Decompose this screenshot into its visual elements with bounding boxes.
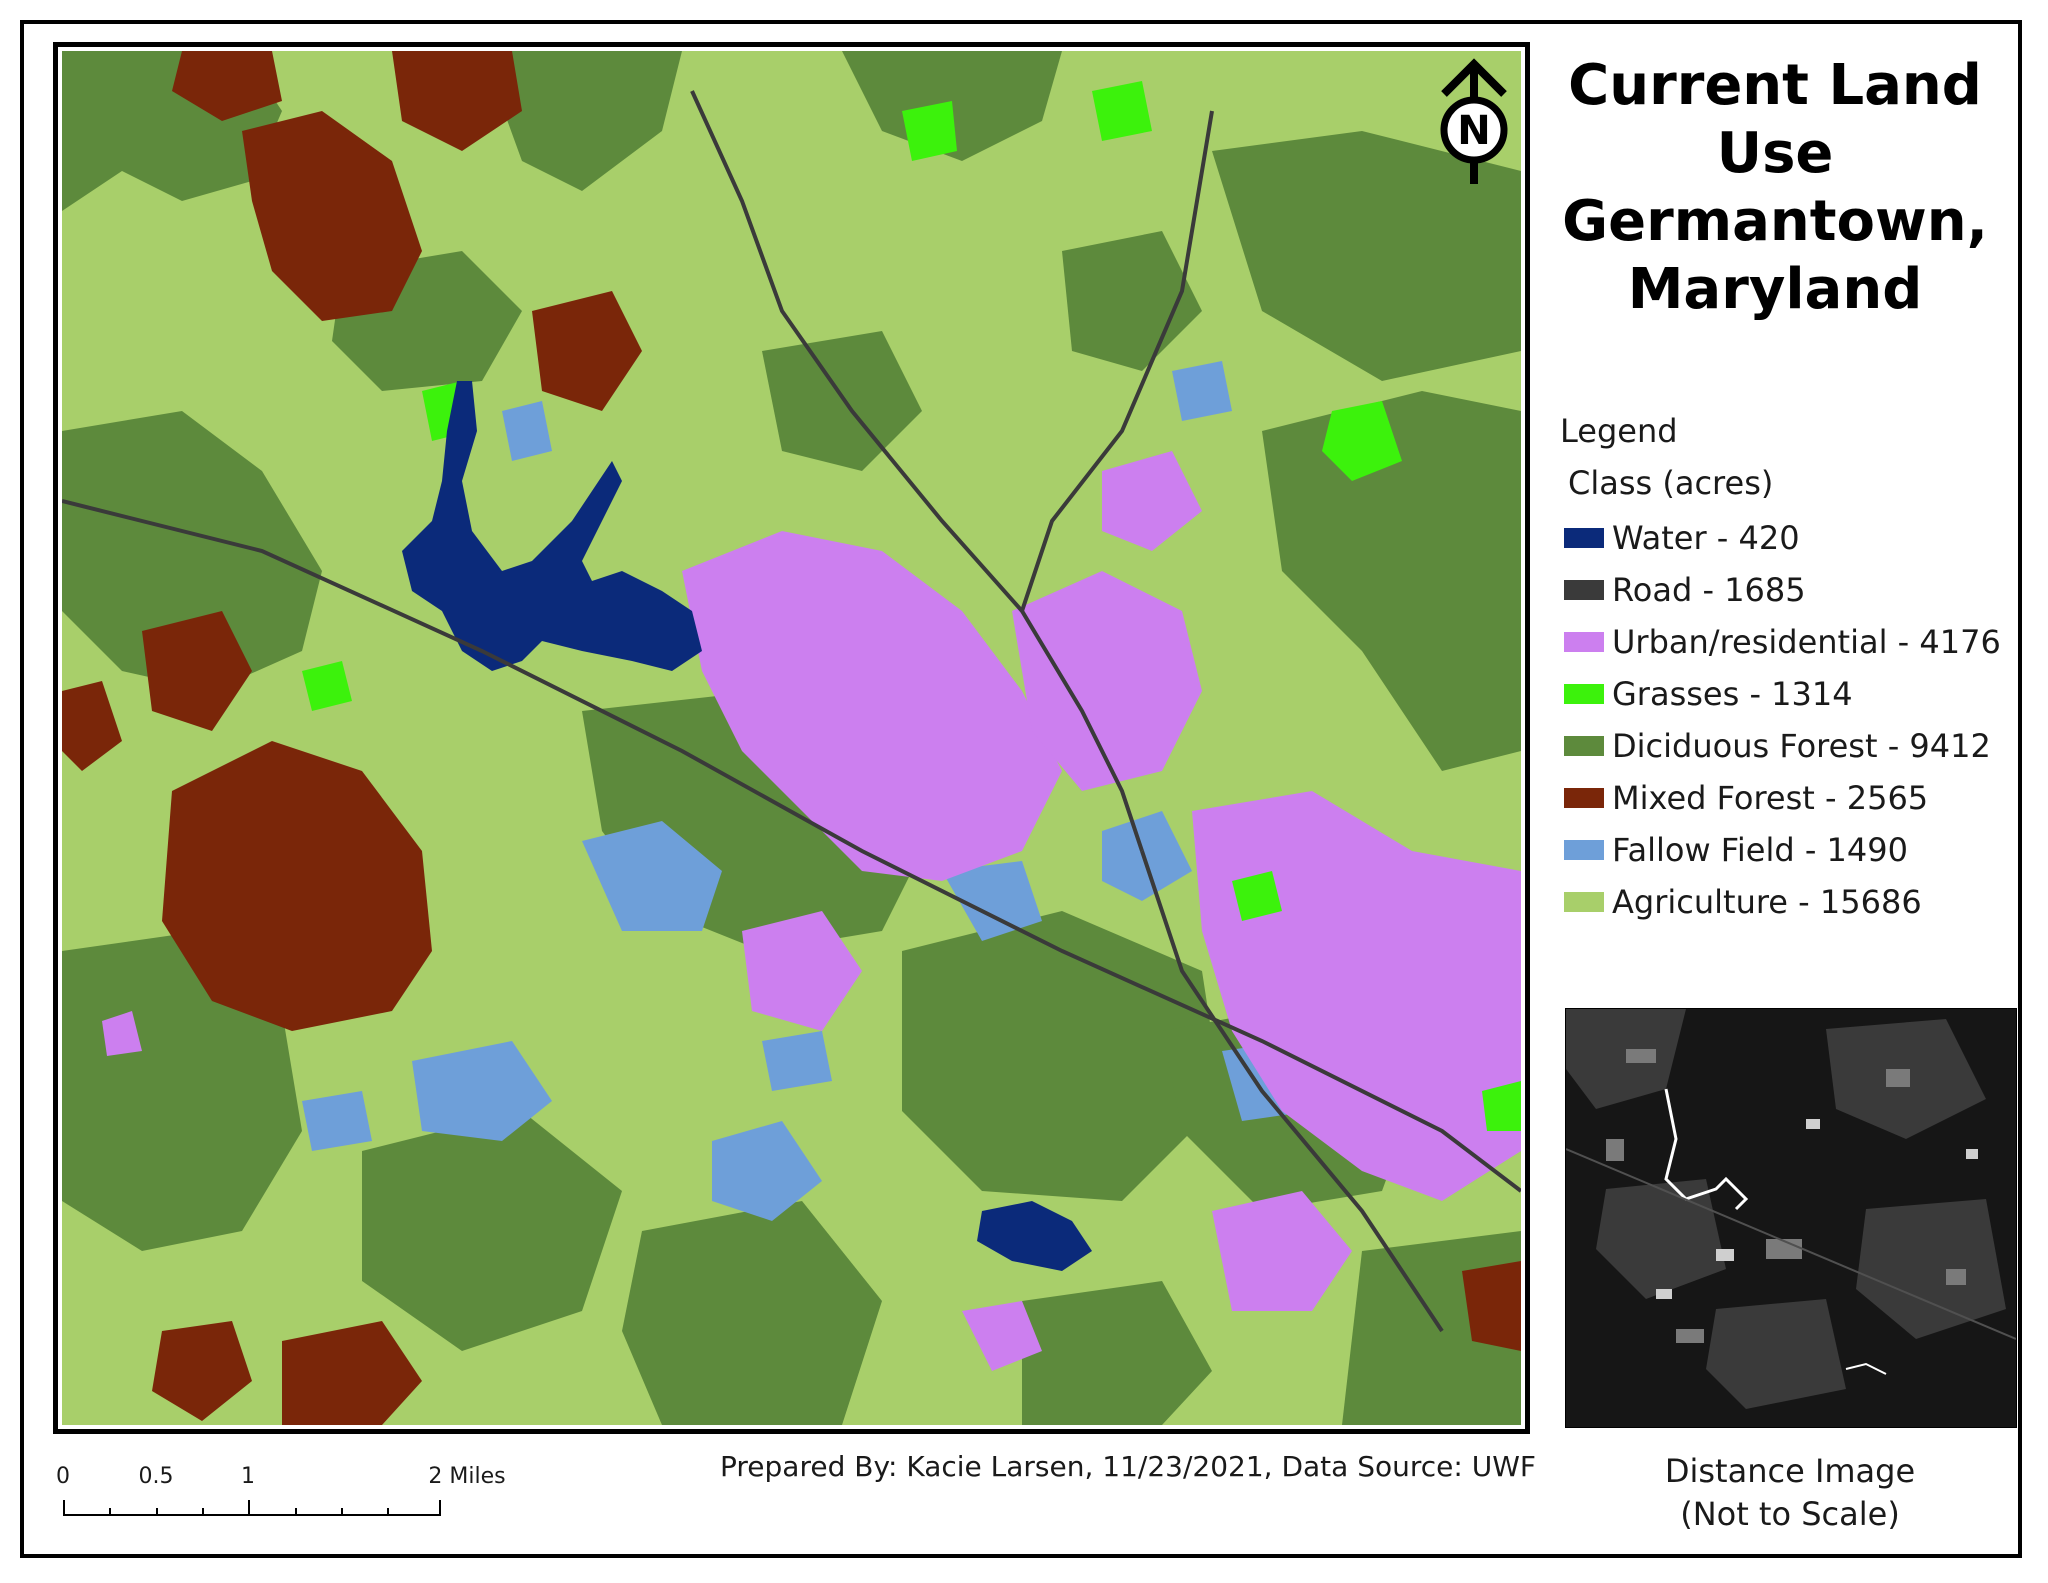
outer-frame: [20, 20, 2022, 1558]
legend-item-water: Water - 420: [1560, 512, 2020, 564]
map-frame: [53, 42, 1530, 1434]
scale-tick: [439, 1500, 441, 1516]
legend-title: Legend: [1560, 412, 1678, 450]
scale-tick: [202, 1508, 204, 1516]
scale-tick: [387, 1508, 389, 1516]
legend-swatch: [1564, 840, 1604, 860]
legend-swatch: [1564, 736, 1604, 756]
scale-tick: [248, 1500, 250, 1516]
scale-tick: [63, 1500, 65, 1516]
north-arrow-icon: N: [1440, 58, 1508, 184]
legend-subtitle: Class (acres): [1568, 464, 1774, 502]
title-line: Maryland: [1627, 257, 1923, 322]
map-water-layer: [402, 381, 1092, 1271]
inset-caption-line: Distance Image: [1664, 1452, 1916, 1490]
title-line: Current Land: [1568, 53, 1982, 118]
map-grasses-layer: [302, 81, 1521, 1131]
legend-swatch: [1564, 632, 1604, 652]
legend-swatch: [1564, 580, 1604, 600]
legend-label: Urban/residential - 4176: [1612, 623, 2001, 661]
scale-line: [63, 1514, 441, 1516]
title-line: Germantown,: [1562, 189, 1988, 254]
scale-label: 2 Miles: [428, 1464, 506, 1489]
title-line: Use: [1716, 121, 1834, 186]
scale-label: 0.5: [138, 1464, 174, 1489]
legend-item-road: Road - 1685: [1560, 564, 2020, 616]
legend-label: Grasses - 1314: [1612, 675, 1853, 713]
map-mixed-forest-layer: [62, 51, 1521, 1425]
legend-item-grasses: Grasses - 1314: [1560, 668, 2020, 720]
legend-swatch: [1564, 892, 1604, 912]
north-arrow-letter: N: [1457, 108, 1490, 154]
legend-item-mixed-forest: Mixed Forest - 2565: [1560, 772, 2020, 824]
distance-image-inset: [1565, 1008, 2017, 1428]
legend-label: Diciduous Forest - 9412: [1612, 727, 1991, 765]
legend-label: Agriculture - 15686: [1612, 883, 1922, 921]
legend-swatch: [1564, 684, 1604, 704]
scale-tick: [109, 1508, 111, 1516]
legend-item-deciduous-forest: Diciduous Forest - 9412: [1560, 720, 2020, 772]
map-roads-layer: [62, 90, 1521, 1333]
legend-label: Fallow Field - 1490: [1612, 831, 1908, 869]
legend-swatch: [1564, 528, 1604, 548]
scale-bar: 0 0.5 1 2 Miles: [55, 1464, 515, 1524]
legend-item-urban: Urban/residential - 4176: [1560, 616, 2020, 668]
distance-image: [1566, 1009, 2016, 1427]
scale-tick: [295, 1508, 297, 1516]
land-use-map[interactable]: [62, 51, 1521, 1425]
legend-item-agriculture: Agriculture - 15686: [1560, 876, 2020, 928]
legend-swatch: [1564, 788, 1604, 808]
legend-item-fallow-field: Fallow Field - 1490: [1560, 824, 2020, 876]
legend: Legend Class (acres) Water - 420 Road - …: [1560, 412, 2020, 928]
inset-caption: Distance Image (Not to Scale): [1565, 1450, 2015, 1536]
scale-label: 1: [241, 1464, 255, 1489]
legend-label: Road - 1685: [1612, 571, 1806, 609]
map-title: Current Land Use Germantown, Maryland: [1540, 52, 2010, 324]
scale-tick: [341, 1508, 343, 1516]
scale-tick: [156, 1508, 158, 1516]
inset-caption-line: (Not to Scale): [1680, 1495, 1900, 1533]
legend-label: Mixed Forest - 2565: [1612, 779, 1929, 817]
credits-text: Prepared By: Kacie Larsen, 11/23/2021, D…: [720, 1450, 1537, 1483]
scale-label: 0: [56, 1464, 70, 1489]
legend-label: Water - 420: [1612, 519, 1800, 557]
